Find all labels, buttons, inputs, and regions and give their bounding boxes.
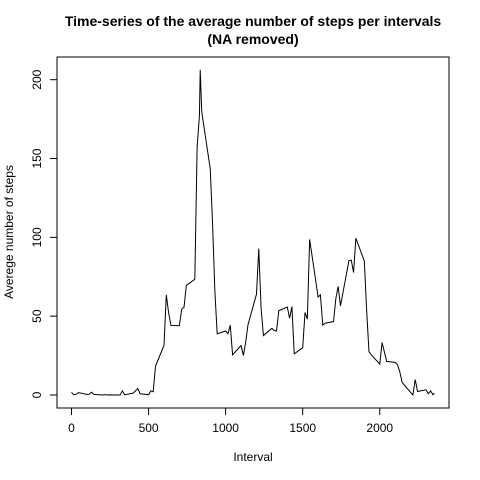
chart-title: Time-series of the average number of ste… — [65, 13, 442, 29]
x-tick-label: 1000 — [212, 421, 239, 435]
x-tick-label: 500 — [139, 421, 159, 435]
x-tick-label: 0 — [68, 421, 75, 435]
y-axis-label: Averege number of steps — [2, 165, 16, 299]
y-tick-label: 150 — [30, 148, 44, 168]
y-tick-label: 100 — [30, 227, 44, 247]
y-tick-label: 200 — [30, 69, 44, 89]
y-tick-label: 0 — [30, 391, 44, 398]
data-line — [71, 69, 435, 397]
x-tick-label: 1500 — [289, 421, 316, 435]
x-tick-label: 2000 — [366, 421, 393, 435]
y-tick-label: 50 — [30, 309, 44, 323]
chart-title: (NA removed) — [207, 31, 298, 47]
plot-box — [56, 56, 450, 409]
x-axis-label: Interval — [233, 450, 272, 464]
